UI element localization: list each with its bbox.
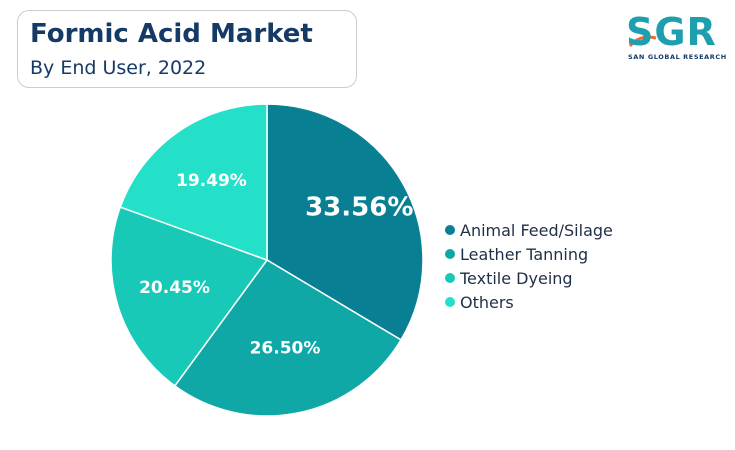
- legend-label: Others: [460, 292, 514, 312]
- pie-slice-3: [110, 206, 269, 387]
- legend-item: Animal Feed/Silage: [445, 218, 613, 242]
- logo-subtext: SAN GLOBAL RESEARCH: [628, 53, 727, 61]
- sgr-logo: SGR SAN GLOBAL RESEARCH: [626, 10, 726, 62]
- legend-item: Textile Dyeing: [445, 266, 613, 290]
- legend-item: Leather Tanning: [445, 242, 613, 266]
- pie-slice-label-4: 19.49%: [176, 171, 247, 191]
- legend-label: Animal Feed/Silage: [460, 220, 613, 240]
- title-box: Formic Acid Market By End User, 2022: [17, 10, 357, 88]
- pie-slice-2: [173, 259, 403, 417]
- legend: Animal Feed/Silage Leather Tanning Textile…: [445, 218, 613, 314]
- pie-slice-label-3: 20.45%: [139, 278, 210, 298]
- legend-swatch: [445, 297, 455, 307]
- pie-slices: [110, 103, 424, 417]
- sgr-logo-icon: [628, 35, 657, 48]
- legend-label: Textile Dyeing: [460, 268, 573, 288]
- pie-labels: 33.56% 26.50% 20.45% 19.49%: [139, 171, 413, 359]
- pie-slice-4: [119, 103, 268, 262]
- chart-subtitle: By End User, 2022: [30, 57, 207, 79]
- pie-slice-1: [266, 103, 424, 341]
- legend-label: Leather Tanning: [460, 244, 589, 264]
- logo-mark: SGR: [626, 10, 717, 54]
- legend-swatch: [445, 249, 455, 259]
- chart-title: Formic Acid Market: [30, 19, 313, 49]
- pie-slice-label-1: 33.56%: [305, 193, 413, 223]
- legend-swatch: [445, 273, 455, 283]
- pie-slice-label-2: 26.50%: [250, 339, 321, 359]
- legend-item: Others: [445, 290, 613, 314]
- legend-swatch: [445, 225, 455, 235]
